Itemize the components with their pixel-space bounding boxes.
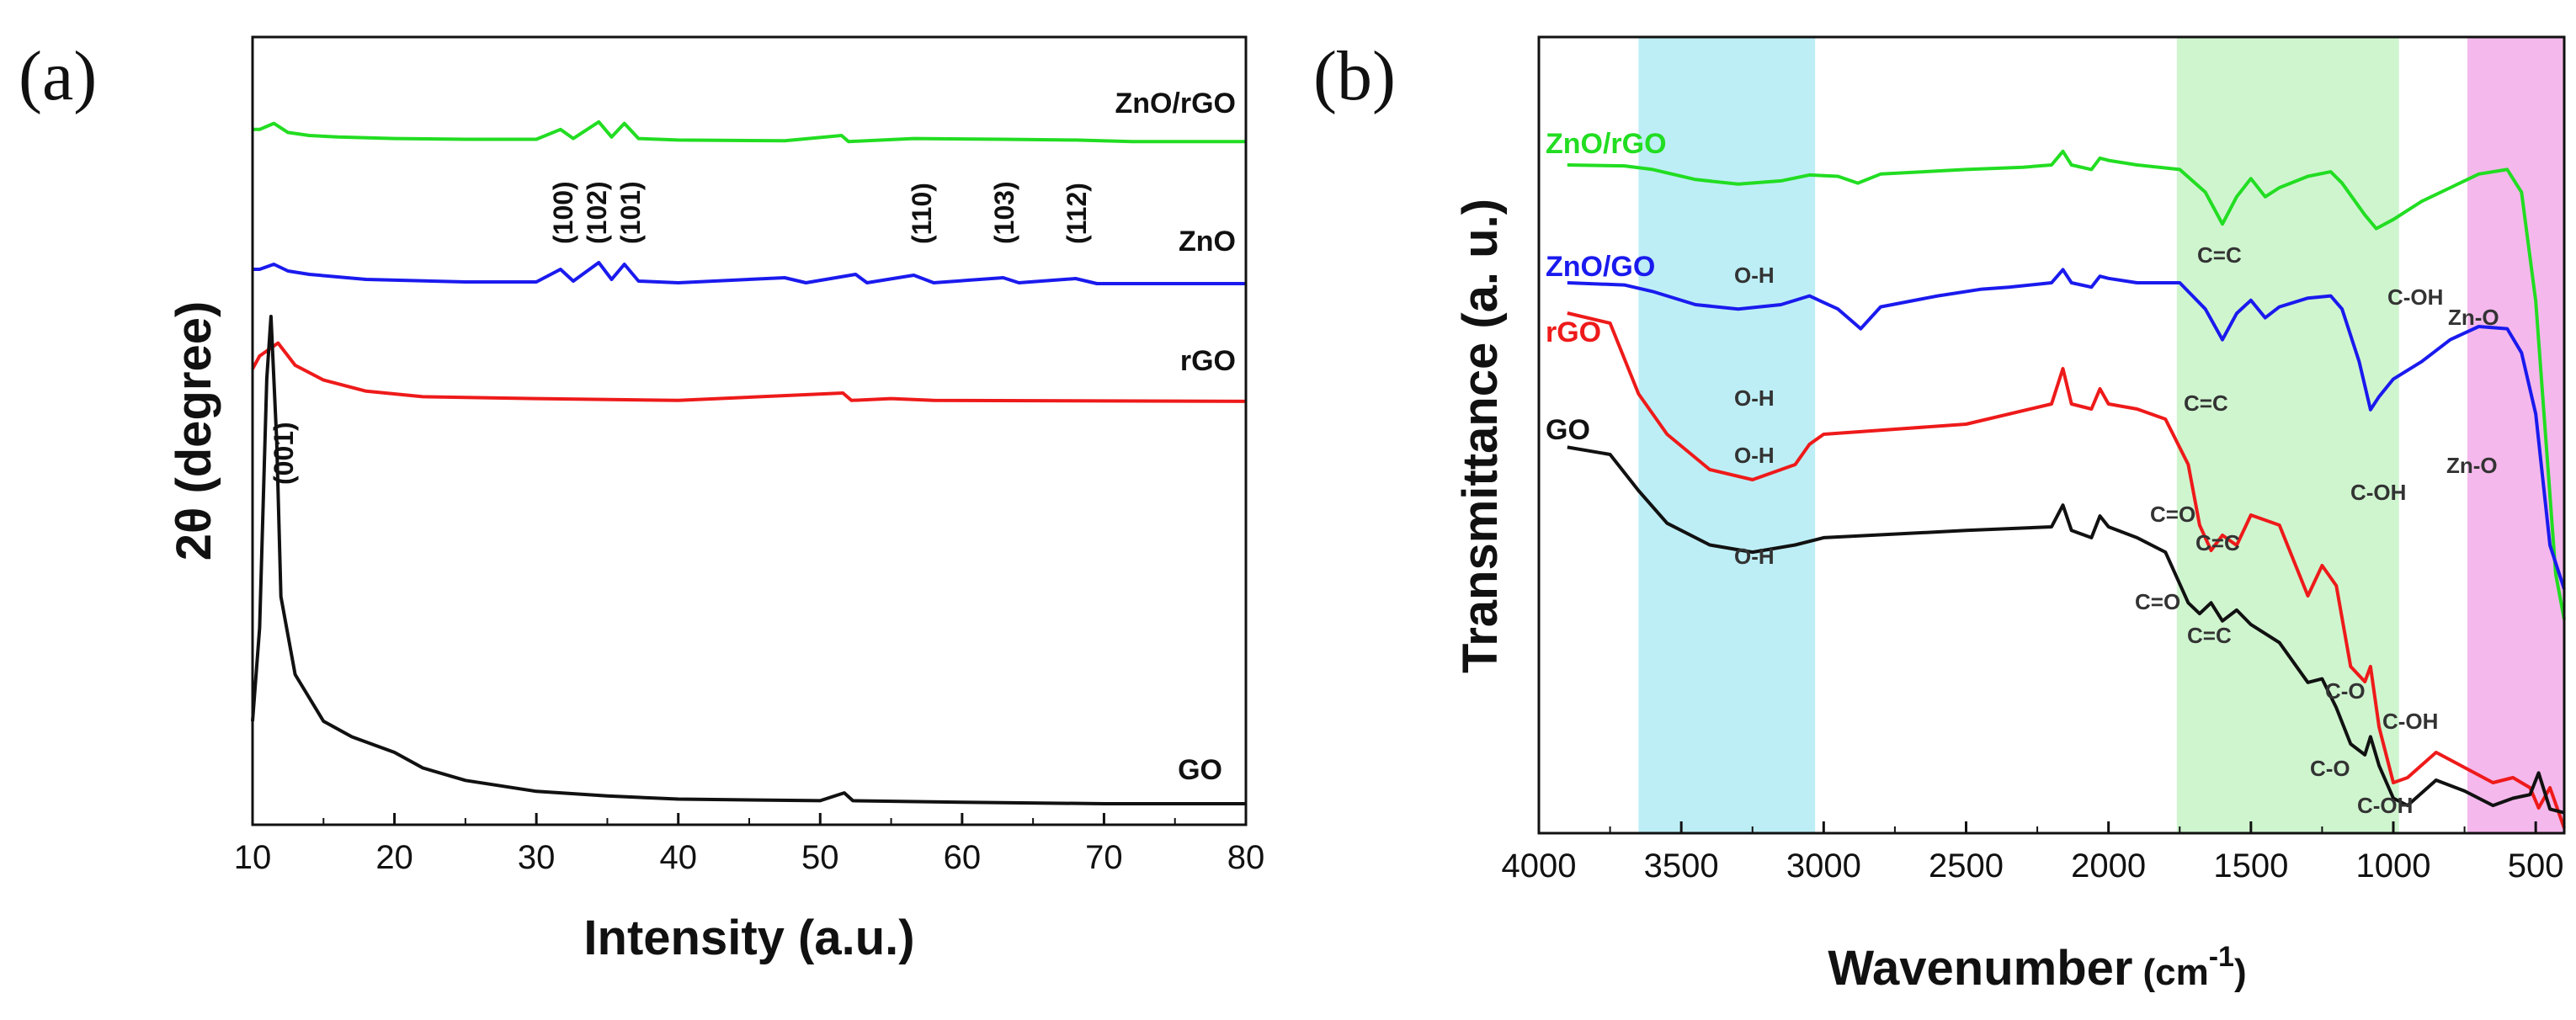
x-tick-label-a: 40 xyxy=(659,839,697,876)
peak-annotation-001: (001) xyxy=(269,422,299,485)
annotation-co-go: C=O xyxy=(2135,589,2180,614)
peak-annotation-101: (101) xyxy=(615,181,646,244)
x-tick-label-b: 3000 xyxy=(1786,847,1861,885)
peak-annotation-102: (102) xyxy=(582,181,612,244)
x-tick-label-b: 1500 xyxy=(2213,847,2288,885)
plot-frame-b xyxy=(1537,35,2566,835)
series-label-b-zno-go: ZnO/GO xyxy=(1546,251,1655,283)
series-label-b-rgo: rGO xyxy=(1546,316,1601,348)
annotation-co-go-2: C-O xyxy=(2310,756,2350,781)
panel-a-xrd: (a) 10 20 30 40 50 60 70 80 Intensity (a.u.) 2θ… xyxy=(19,35,1265,965)
annotation-zno-zno-go: Zn-O xyxy=(2448,305,2499,330)
panel-a-label: (a) xyxy=(19,37,97,115)
x-tick-label-a: 70 xyxy=(1085,839,1123,876)
x-tick-label-b: 500 xyxy=(2508,847,2564,885)
series-label-b-zno-rgo: ZnO/rGO xyxy=(1546,128,1667,160)
annotation-oh-go: O-H xyxy=(1734,544,1775,569)
series-label-a-rgo: rGO xyxy=(1180,345,1236,377)
x-tick-label-a: 60 xyxy=(944,839,982,876)
band-c-o-c-c-c-o-band xyxy=(2176,37,2399,833)
panel-b-label: (b) xyxy=(1313,37,1396,115)
annotation-cc-rgo: C=C xyxy=(2195,530,2240,555)
x-tick-label-a: 80 xyxy=(1227,839,1265,876)
x-axis-label-b-sup: -1 xyxy=(2209,941,2234,973)
trace-b-zno-go xyxy=(1567,268,2566,590)
trace-b-zno-rgo xyxy=(1567,149,2566,620)
x-axis-label-b-close: ) xyxy=(2234,952,2247,993)
x-tick-label-b: 3500 xyxy=(1644,847,1719,885)
x-tick-label-b: 1000 xyxy=(2356,847,2431,885)
trace-a-go xyxy=(251,315,1246,805)
series-label-b-go: GO xyxy=(1546,414,1590,446)
annotation-cc-zno-go: C=C xyxy=(2184,390,2228,416)
x-tick-label-a: 10 xyxy=(234,839,272,876)
traces-b xyxy=(1567,149,2566,829)
annotation-oh-zno-rgo: O-H xyxy=(1734,263,1775,288)
peak-annotation-110: (110) xyxy=(907,183,937,244)
series-label-a-zno-rgo: ZnO/rGO xyxy=(1115,88,1236,120)
x-tick-label-a: 30 xyxy=(518,839,556,876)
x-ticks-a: 10 20 30 40 50 60 70 80 xyxy=(234,813,1265,876)
x-ticks-b: 4000 3500 3000 2500 2000 1500 1000 500 xyxy=(1502,821,2564,885)
trace-b-go xyxy=(1567,445,2565,815)
x-tick-label-a: 20 xyxy=(375,839,413,876)
plot-frame-a xyxy=(251,35,1248,826)
peak-annotation-103: (103) xyxy=(989,181,1019,244)
x-tick-label-b: 2000 xyxy=(2071,847,2146,885)
trace-b-rgo xyxy=(1567,311,2566,829)
annotation-oh-rgo: O-H xyxy=(1734,443,1775,468)
panel-b-ftir: (b) 4000 3500 3000 2500 2000 1500 1000 500 Wave… xyxy=(1313,35,2566,996)
annotation-cc-zno-rgo: C=C xyxy=(2197,242,2242,268)
x-axis-label-b: Wavenumber (cm-1) xyxy=(1828,941,2246,996)
trace-a-zno xyxy=(253,261,1246,285)
annotation-oh-zno-go: O-H xyxy=(1734,385,1775,411)
y-axis-label-a: 2θ (degree) xyxy=(167,301,221,561)
annotation-co-rgo-2: C-O xyxy=(2325,678,2366,704)
y-axis-label-b: Transmittance (a. u.) xyxy=(1453,199,1508,673)
peak-annotation-112: (112) xyxy=(1062,183,1092,244)
band-annotations-b: O-H O-H O-H O-H C=C C-OH Zn-O C=C C-OH Z… xyxy=(1734,242,2499,818)
traces-a xyxy=(251,120,1247,805)
x-tick-label-b: 2500 xyxy=(1929,847,2004,885)
series-label-a-zno: ZnO xyxy=(1179,226,1236,258)
trace-a-zno-rgo xyxy=(253,120,1246,144)
annotation-zno-rgo: Zn-O xyxy=(2446,453,2498,478)
x-axis-label-a: Intensity (a.u.) xyxy=(583,911,914,965)
peak-annotation-100: (100) xyxy=(548,181,578,244)
annotation-co-rgo: C=O xyxy=(2150,502,2195,527)
x-tick-label-a: 50 xyxy=(801,839,839,876)
x-axis-label-b-main: Wavenumber xyxy=(1828,941,2132,996)
trace-a-rgo xyxy=(251,341,1247,403)
annotation-coh-zno-rgo: C-OH xyxy=(2387,284,2443,310)
band-zn-o-band xyxy=(2467,37,2564,833)
annotation-cc-go: C=C xyxy=(2187,623,2232,648)
x-tick-label-b: 4000 xyxy=(1502,847,1577,885)
annotation-coh-go: C-OH xyxy=(2357,793,2413,818)
series-label-a-go: GO xyxy=(1178,754,1222,786)
annotation-coh-rgo: C-OH xyxy=(2382,709,2438,734)
x-axis-label-b-unit: (cm xyxy=(2142,952,2208,993)
annotation-coh-zno-go: C-OH xyxy=(2350,480,2406,505)
shaded-bands-b xyxy=(1638,37,2564,833)
